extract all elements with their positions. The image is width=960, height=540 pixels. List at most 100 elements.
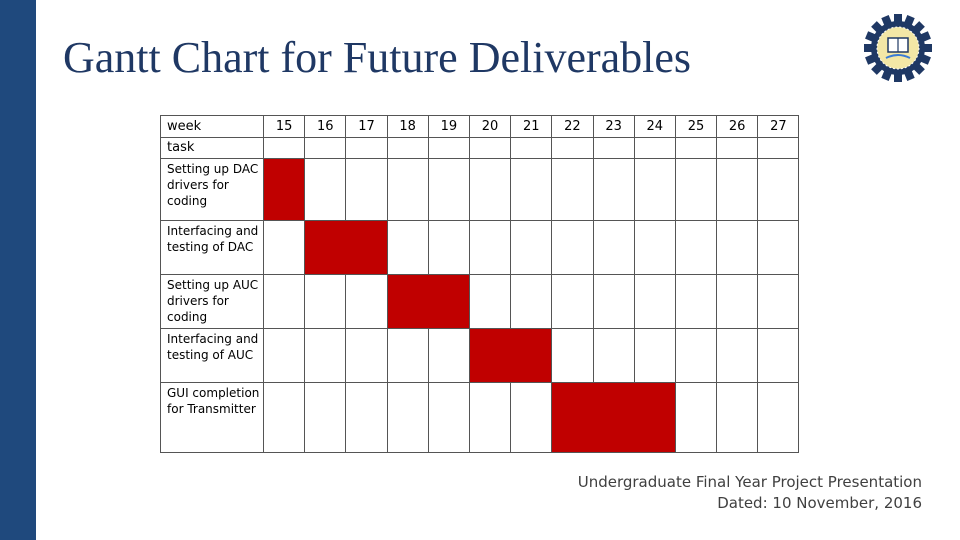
task-row: Setting up DAC drivers for coding [160, 158, 800, 221]
grid-cell [427, 220, 470, 275]
gantt-table: week 15 16 17 18 19 20 21 22 23 24 25 26 27 task Settin… [160, 115, 800, 453]
grid-cell [551, 220, 594, 275]
grid-cell [757, 137, 800, 159]
grid-cell [674, 382, 718, 453]
grid-cell [262, 137, 306, 159]
week-tick-label: 27 [757, 115, 800, 138]
task-header-label: task [160, 137, 264, 159]
task-row: Setting up AUC drivers for coding [160, 274, 800, 329]
grid-cell [468, 274, 512, 329]
grid-cell [468, 137, 512, 159]
gantt-bar-segment [304, 220, 347, 275]
week-tick-label: 25 [674, 115, 718, 138]
gantt-bar-segment [551, 382, 594, 453]
grid-cell [304, 382, 347, 453]
footer-presentation-title: Undergraduate Final Year Project Present… [577, 473, 922, 491]
gantt-bar-segment [468, 328, 512, 383]
grid-cell [716, 328, 759, 383]
gantt-bar-segment [427, 274, 470, 329]
grid-cell [510, 220, 553, 275]
grid-cell [304, 158, 347, 221]
slide-title: Gantt Chart for Future Deliverables [63, 33, 692, 82]
gantt-bar-segment [386, 274, 429, 329]
grid-cell [757, 328, 800, 383]
week-tick-label: 20 [468, 115, 512, 138]
grid-cell [716, 158, 759, 221]
grid-cell [427, 328, 470, 383]
grid-cell [757, 274, 800, 329]
gantt-bar-segment [592, 382, 635, 453]
grid-cell [633, 220, 676, 275]
left-accent-bar [0, 0, 36, 540]
grid-cell [262, 382, 306, 453]
week-tick-label: 19 [427, 115, 470, 138]
grid-cell [674, 158, 718, 221]
grid-cell [386, 220, 429, 275]
grid-cell [592, 137, 635, 159]
grid-cell [674, 220, 718, 275]
grid-cell [551, 274, 594, 329]
task-header-row: task [160, 137, 800, 159]
grid-cell [633, 274, 676, 329]
grid-cell [674, 274, 718, 329]
week-header-label: week [160, 115, 264, 138]
week-tick-label: 23 [592, 115, 635, 138]
week-tick-label: 18 [386, 115, 429, 138]
grid-cell [510, 137, 553, 159]
week-header-row: week 15 16 17 18 19 20 21 22 23 24 25 26 27 [160, 115, 800, 138]
footer-date: Dated: 10 November, 2016 [717, 494, 922, 512]
grid-cell [386, 328, 429, 383]
grid-cell [468, 382, 512, 453]
grid-cell [510, 274, 553, 329]
grid-cell [468, 158, 512, 221]
week-tick-label: 17 [345, 115, 388, 138]
week-tick-label: 16 [304, 115, 347, 138]
grid-cell [345, 137, 388, 159]
grid-cell [757, 382, 800, 453]
grid-cell [757, 158, 800, 221]
grid-cell [592, 274, 635, 329]
footer: Undergraduate Final Year Project Present… [578, 472, 922, 514]
grid-cell [592, 220, 635, 275]
grid-cell [345, 274, 388, 329]
grid-cell [716, 274, 759, 329]
grid-cell [592, 328, 635, 383]
week-tick-label: 22 [551, 115, 594, 138]
grid-cell [716, 137, 759, 159]
grid-cell [674, 328, 718, 383]
grid-cell [551, 328, 594, 383]
grid-cell [633, 328, 676, 383]
task-label: Interfacing and testing of AUC [160, 328, 264, 383]
week-tick-label: 15 [262, 115, 306, 138]
gantt-bar-segment [510, 328, 553, 383]
grid-cell [386, 158, 429, 221]
task-label: GUI completion for Transmitter [160, 382, 264, 453]
grid-cell [633, 137, 676, 159]
grid-cell [386, 137, 429, 159]
grid-cell [592, 158, 635, 221]
task-label: Setting up DAC drivers for coding [160, 158, 264, 221]
week-tick-label: 26 [716, 115, 759, 138]
task-row: GUI completion for Transmitter [160, 382, 800, 453]
gantt-bar-segment [262, 158, 306, 221]
grid-cell [674, 137, 718, 159]
gantt-bar-segment [345, 220, 388, 275]
gantt-bar-segment [633, 382, 676, 453]
grid-cell [510, 158, 553, 221]
grid-cell [345, 382, 388, 453]
task-row: Interfacing and testing of AUC [160, 328, 800, 383]
grid-cell [716, 220, 759, 275]
task-label: Setting up AUC drivers for coding [160, 274, 264, 329]
grid-cell [427, 382, 470, 453]
task-label: Interfacing and testing of DAC [160, 220, 264, 275]
grid-cell [304, 274, 347, 329]
week-tick-label: 24 [633, 115, 676, 138]
grid-cell [427, 158, 470, 221]
grid-cell [262, 220, 306, 275]
grid-cell [716, 382, 759, 453]
university-seal-gear-icon [864, 14, 932, 82]
gantt-chart: week 15 16 17 18 19 20 21 22 23 24 25 26 27 task Settin… [160, 115, 800, 453]
grid-cell [510, 382, 553, 453]
grid-cell [345, 328, 388, 383]
grid-cell [386, 382, 429, 453]
